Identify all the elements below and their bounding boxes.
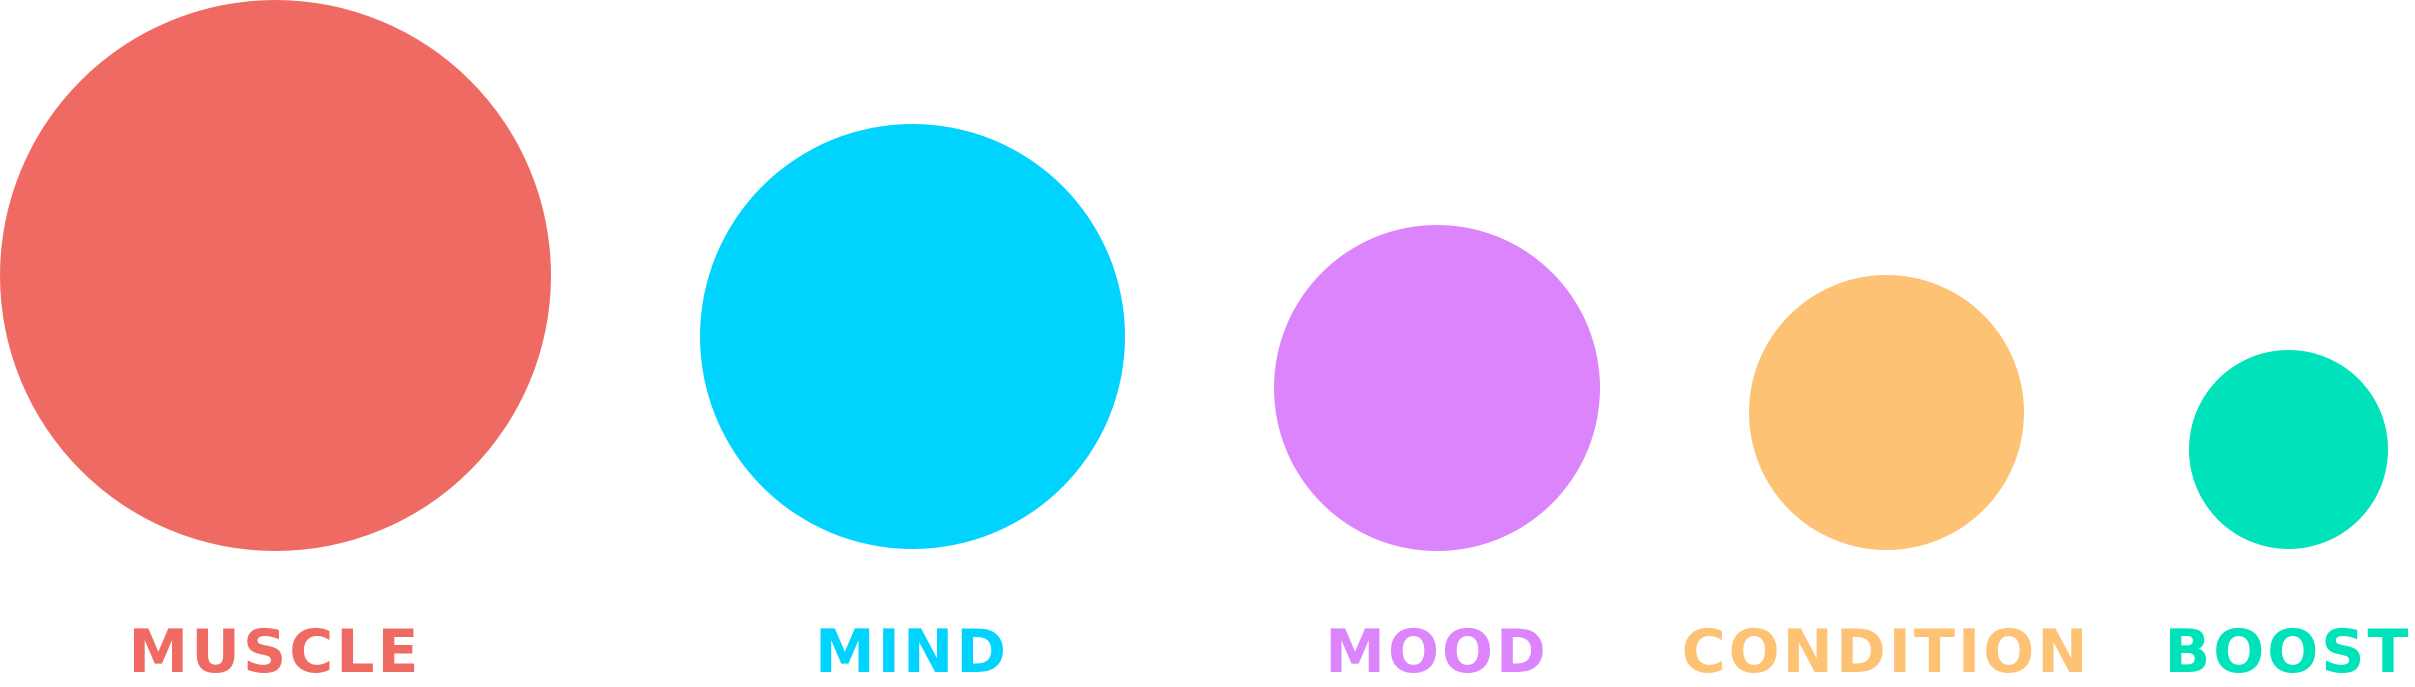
boost-circle [2189, 350, 2388, 549]
mind-label: MIND [814, 617, 1010, 687]
muscle-label: MUSCLE [128, 617, 422, 687]
condition-label: CONDITION [1681, 617, 2091, 687]
condition-circle [1749, 275, 2024, 550]
boost-label: BOOST [2164, 617, 2412, 687]
muscle-circle [0, 0, 551, 551]
mind-circle [700, 124, 1125, 549]
mood-label: MOOD [1325, 617, 1549, 687]
mood-circle [1274, 225, 1600, 551]
